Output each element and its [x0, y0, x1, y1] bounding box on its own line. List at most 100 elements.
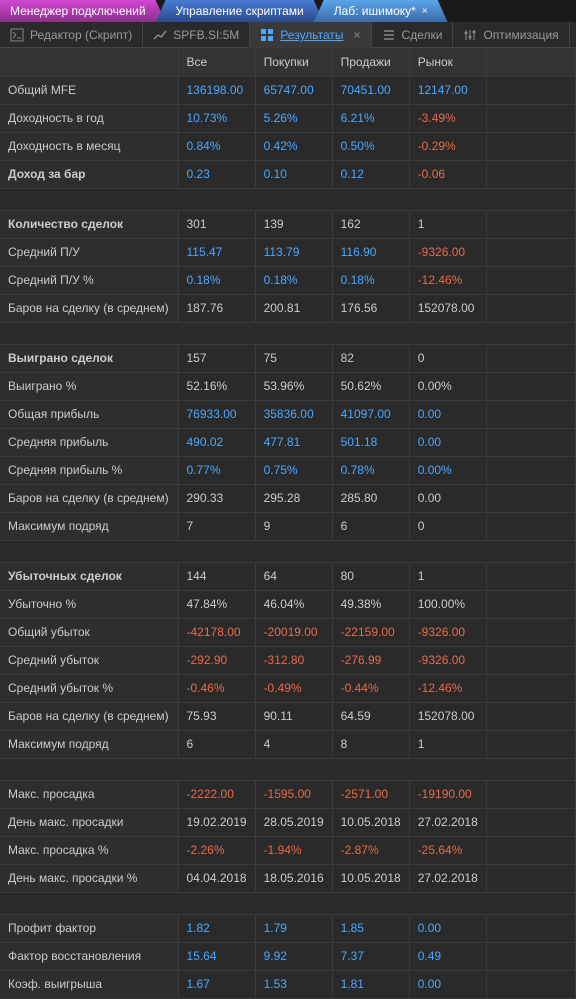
value-cell: 76933.00 [178, 400, 255, 428]
subtab-trades[interactable]: Сделки [372, 22, 454, 48]
row-label: Общий MFE [0, 76, 178, 104]
value-cell: 64.59 [332, 702, 409, 730]
value-cell: 501.18 [332, 428, 409, 456]
header-market[interactable]: Рынок [409, 48, 486, 76]
value-cell: -2222.00 [178, 780, 255, 808]
tab-lab-ishimoku[interactable]: Лаб: ишимоку*× [314, 0, 448, 22]
table-row: Средний убыток %-0.46%-0.49%-0.44%-12.46… [0, 674, 576, 702]
tab-connection-manager[interactable]: Менеджер подключений [0, 0, 166, 22]
value-cell: -42178.00 [178, 618, 255, 646]
value-cell: 0.78% [332, 456, 409, 484]
value-cell: -1.94% [255, 836, 332, 864]
table-row: Доходность в месяц0.84%0.42%0.50%-0.29% [0, 132, 576, 160]
subtab-optimization[interactable]: Оптимизация [453, 22, 569, 48]
value-cell: 285.80 [332, 484, 409, 512]
value-cell: 18.05.2016 [255, 864, 332, 892]
value-cell: 0.84% [178, 132, 255, 160]
value-cell: -312.80 [255, 646, 332, 674]
subtab-results[interactable]: Результаты × [250, 22, 371, 48]
value-cell: 0.50% [332, 132, 409, 160]
value-cell: 49.38% [332, 590, 409, 618]
value-cell: 15.64 [178, 942, 255, 970]
results-table: Все Покупки Продажи Рынок Общий MFE13619… [0, 48, 576, 999]
row-label: Средний П/У [0, 238, 178, 266]
value-cell: 35836.00 [255, 400, 332, 428]
value-cell: 4 [255, 730, 332, 758]
row-label: День макс. просадки [0, 808, 178, 836]
table-row: Средняя прибыль490.02477.81501.180.00 [0, 428, 576, 456]
header-sell[interactable]: Продажи [332, 48, 409, 76]
table-row: Средняя прибыль %0.77%0.75%0.78%0.00% [0, 456, 576, 484]
value-cell: 144 [178, 562, 255, 590]
value-cell: 0.77% [178, 456, 255, 484]
value-cell: 70451.00 [332, 76, 409, 104]
subtab-symbol[interactable]: SPFB.SI:5M [143, 22, 250, 48]
close-icon[interactable]: × [422, 6, 428, 17]
extra-cell [486, 730, 575, 758]
row-label: Средняя прибыль [0, 428, 178, 456]
table-row: Выиграно %52.16%53.96%50.62%0.00% [0, 372, 576, 400]
value-cell: 0 [409, 512, 486, 540]
sub-tabs: Редактор (Скрипт) SPFB.SI:5M Результаты … [0, 22, 576, 48]
subtab-editor[interactable]: Редактор (Скрипт) [0, 22, 143, 48]
value-cell: 162 [332, 210, 409, 238]
sliders-icon [463, 28, 477, 42]
header-label[interactable] [0, 48, 178, 76]
value-cell: 0.00% [409, 456, 486, 484]
extra-cell [486, 562, 575, 590]
value-cell: 100.00% [409, 590, 486, 618]
spacer-cell [0, 322, 576, 344]
value-cell: 82 [332, 344, 409, 372]
value-cell: -1595.00 [255, 780, 332, 808]
row-label: День макс. просадки % [0, 864, 178, 892]
row-label: Максимум подряд [0, 730, 178, 758]
extra-cell [486, 132, 575, 160]
value-cell: -276.99 [332, 646, 409, 674]
table-row: Средний убыток-292.90-312.80-276.99-9326… [0, 646, 576, 674]
value-cell: 64 [255, 562, 332, 590]
row-label: Доход за бар [0, 160, 178, 188]
value-cell: 6 [178, 730, 255, 758]
subtab-label: Результаты [280, 28, 343, 42]
row-label: Макс. просадка [0, 780, 178, 808]
extra-cell [486, 266, 575, 294]
value-cell: 9.92 [255, 942, 332, 970]
extra-cell [486, 372, 575, 400]
value-cell: -12.46% [409, 266, 486, 294]
value-cell: 90.11 [255, 702, 332, 730]
row-label: Выиграно % [0, 372, 178, 400]
tab-script-management[interactable]: Управление скриптами [156, 0, 324, 22]
value-cell: 139 [255, 210, 332, 238]
table-row: Баров на сделку (в среднем)187.76200.811… [0, 294, 576, 322]
table-row: Коэф. выигрыша1.671.531.810.00 [0, 970, 576, 998]
value-cell: 1.82 [178, 914, 255, 942]
header-buy[interactable]: Покупки [255, 48, 332, 76]
subtab-label: Сделки [402, 28, 443, 42]
value-cell: 0.49 [409, 942, 486, 970]
value-cell: -292.90 [178, 646, 255, 674]
value-cell: -3.49% [409, 104, 486, 132]
value-cell: -2.87% [332, 836, 409, 864]
table-header-row: Все Покупки Продажи Рынок [0, 48, 576, 76]
value-cell: -0.46% [178, 674, 255, 702]
value-cell: 10.05.2018 [332, 864, 409, 892]
header-all[interactable]: Все [178, 48, 255, 76]
value-cell: 6 [332, 512, 409, 540]
extra-cell [486, 428, 575, 456]
value-cell: 113.79 [255, 238, 332, 266]
value-cell: -0.06 [409, 160, 486, 188]
value-cell: 0.00% [409, 372, 486, 400]
value-cell: 152078.00 [409, 702, 486, 730]
close-icon[interactable]: × [354, 28, 361, 42]
extra-cell [486, 344, 575, 372]
value-cell: 295.28 [255, 484, 332, 512]
row-label: Выиграно сделок [0, 344, 178, 372]
extra-cell [486, 702, 575, 730]
value-cell: 1.81 [332, 970, 409, 998]
row-label: Количество сделок [0, 210, 178, 238]
value-cell: 6.21% [332, 104, 409, 132]
value-cell: -9326.00 [409, 238, 486, 266]
value-cell: 477.81 [255, 428, 332, 456]
table-row: Количество сделок3011391621 [0, 210, 576, 238]
extra-cell [486, 836, 575, 864]
